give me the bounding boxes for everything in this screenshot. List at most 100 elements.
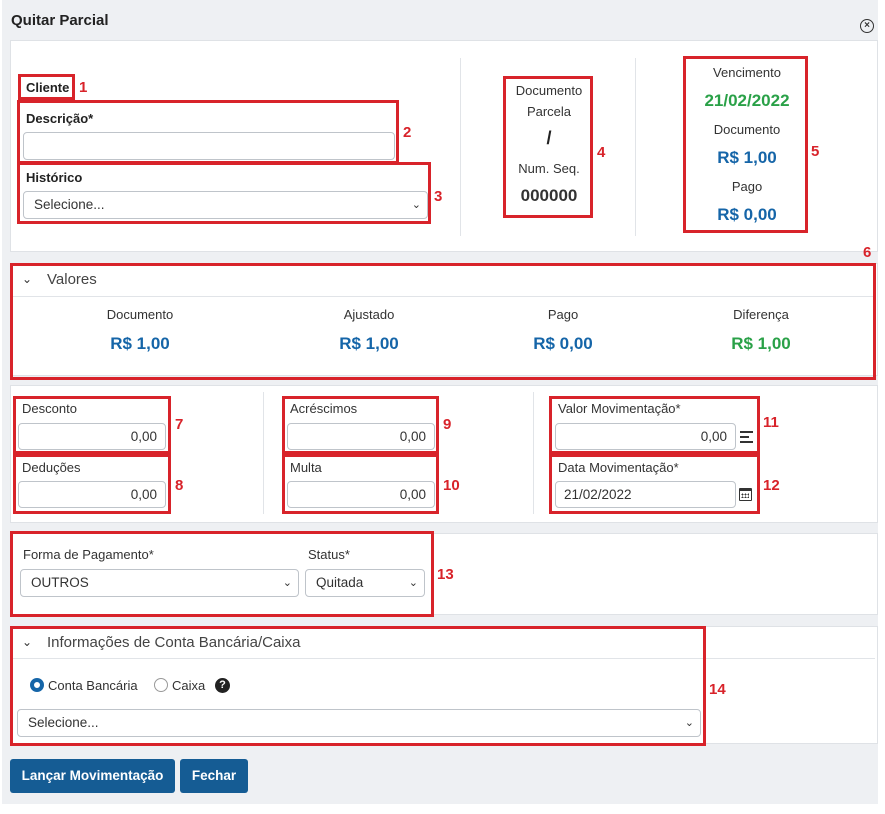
caixa-radio[interactable] — [154, 678, 168, 692]
fechar-button[interactable]: Fechar — [180, 759, 248, 793]
quitar-parcial-modal: Quitar Parcial × Cliente Descrição* Hist… — [2, 0, 878, 804]
multa-input[interactable]: 0,00 — [287, 481, 435, 508]
valores-pago-label: Pago — [547, 307, 579, 322]
chevron-down-icon: ⌄ — [282, 577, 292, 589]
descricao-label: Descrição* — [26, 111, 94, 126]
valor-movimentacao-label: Valor Movimentação* — [558, 401, 681, 416]
annotation-12: 12 — [763, 477, 780, 494]
annotation-box-5 — [683, 56, 808, 233]
annotation-box-3 — [17, 162, 431, 224]
descricao-input[interactable] — [23, 132, 395, 160]
pago-value: R$ 0,00 — [717, 205, 777, 224]
divider — [635, 58, 636, 236]
desconto-input[interactable]: 0,00 — [18, 423, 166, 450]
chevron-down-icon: ⌄ — [684, 717, 694, 729]
annotation-8: 8 — [175, 477, 184, 494]
lancar-movimentacao-button[interactable]: Lançar Movimentação — [10, 759, 175, 793]
annotation-box-7 — [13, 396, 171, 454]
align-icon[interactable] — [740, 431, 753, 443]
vencimento-value: 21/02/2022 — [704, 91, 790, 110]
historico-label: Histórico — [26, 170, 83, 185]
annotation-13: 13 — [437, 566, 454, 583]
help-icon[interactable]: ? — [215, 678, 230, 693]
annotation-box-10 — [282, 454, 439, 514]
parcela-label: Parcela — [526, 104, 572, 119]
annotation-box-14 — [10, 626, 706, 746]
data-movimentacao-label: Data Movimentação* — [558, 460, 679, 475]
documento-label: Documento — [515, 83, 583, 98]
annotation-box-13 — [10, 531, 434, 617]
historico-select[interactable]: Selecione... ⌄ — [23, 191, 428, 219]
annotation-box-6 — [10, 263, 876, 380]
close-icon[interactable]: × — [860, 19, 874, 33]
annotation-6: 6 — [863, 244, 872, 261]
valores-diferenca-label: Diferença — [733, 307, 789, 322]
annotation-2: 2 — [403, 124, 412, 141]
status-value: Quitada — [316, 575, 364, 590]
annotation-11: 11 — [763, 414, 779, 431]
data-movimentacao-input[interactable]: 21/02/2022 — [555, 481, 736, 508]
annotation-box-8 — [13, 454, 171, 514]
annotation-box-4 — [503, 76, 593, 218]
due-documento-value: R$ 1,00 — [717, 148, 777, 167]
annotation-9: 9 — [443, 416, 452, 433]
cliente-label: Cliente — [26, 80, 70, 95]
valores-ajustado-value: R$ 1,00 — [339, 334, 399, 353]
chevron-down-icon: ⌄ — [408, 577, 418, 589]
divider — [263, 392, 264, 514]
vencimento-label: Vencimento — [713, 65, 781, 80]
forma-pagamento-value: OUTROS — [31, 575, 89, 590]
valor-movimentacao-input[interactable]: 0,00 — [555, 423, 736, 450]
annotation-1: 1 — [79, 79, 88, 96]
historico-value: Selecione... — [34, 197, 105, 212]
bank-header-line — [13, 658, 875, 659]
desconto-label: Desconto — [22, 401, 77, 416]
calendar-icon[interactable] — [739, 488, 752, 501]
chevron-down-icon: ⌄ — [411, 199, 421, 211]
due-documento-label: Documento — [713, 122, 781, 137]
valores-diferenca-value: R$ 1,00 — [731, 334, 791, 353]
valores-documento-label: Documento — [106, 307, 174, 322]
modal-title: Quitar Parcial — [11, 12, 109, 29]
multa-label: Multa — [290, 460, 322, 475]
valores-ajustado-label: Ajustado — [343, 307, 395, 322]
chevron-down-icon[interactable]: ⌄ — [22, 272, 33, 286]
annotation-7: 7 — [175, 416, 184, 433]
acrescimos-input[interactable]: 0,00 — [287, 423, 435, 450]
valores-header-line — [13, 296, 875, 297]
annotation-box-11 — [549, 396, 760, 454]
divider — [460, 58, 461, 236]
conta-select[interactable]: Selecione... ⌄ — [17, 709, 701, 737]
status-select[interactable]: Quitada ⌄ — [305, 569, 425, 597]
annotation-4: 4 — [597, 144, 606, 161]
caixa-label: Caixa — [172, 678, 206, 693]
num-seq-value: 000000 — [520, 186, 578, 205]
forma-pagamento-label: Forma de Pagamento* — [23, 547, 154, 562]
deducoes-input[interactable]: 0,00 — [18, 481, 166, 508]
parcela-value: / — [546, 128, 552, 148]
annotation-box-9 — [282, 396, 439, 454]
annotation-box-12 — [549, 454, 760, 514]
conta-bancaria-label: Conta Bancária — [48, 678, 138, 693]
divider — [533, 392, 534, 514]
valores-pago-value: R$ 0,00 — [533, 334, 593, 353]
annotation-5: 5 — [811, 143, 820, 160]
conta-bancaria-radio[interactable] — [30, 678, 44, 692]
valores-header[interactable]: Valores — [47, 271, 97, 288]
valores-documento-value: R$ 1,00 — [110, 334, 170, 353]
acrescimos-label: Acréscimos — [290, 401, 358, 416]
chevron-down-icon[interactable]: ⌄ — [22, 635, 33, 649]
conta-select-value: Selecione... — [28, 715, 99, 730]
forma-pagamento-select[interactable]: OUTROS ⌄ — [20, 569, 299, 597]
annotation-3: 3 — [434, 188, 443, 205]
annotation-box-2 — [17, 100, 399, 164]
pago-label: Pago — [731, 179, 763, 194]
annotation-10: 10 — [443, 477, 460, 494]
bank-header[interactable]: Informações de Conta Bancária/Caixa — [47, 634, 301, 651]
annotation-box-1 — [18, 74, 75, 100]
valores-panel — [10, 263, 878, 376]
status-label: Status* — [308, 547, 350, 562]
num-seq-label: Num. Seq. — [518, 161, 580, 176]
deducoes-label: Deduções — [22, 460, 81, 475]
annotation-14: 14 — [709, 681, 726, 698]
